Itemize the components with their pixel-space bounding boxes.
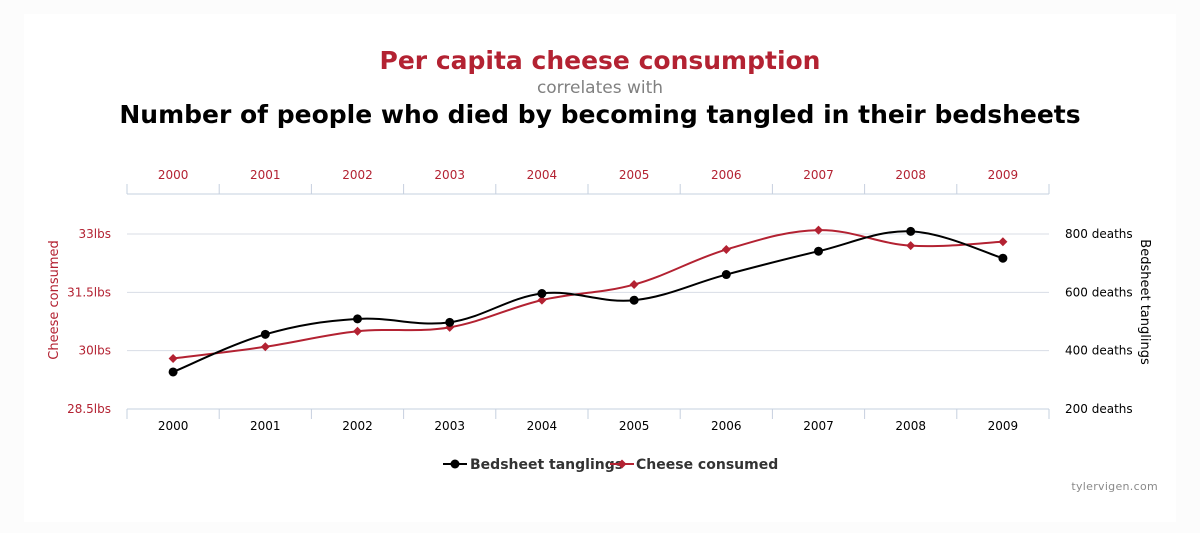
legend-bedsheet-swatch-marker xyxy=(450,459,460,469)
bottom-x-tick-label: 2003 xyxy=(434,419,465,433)
chart-panel xyxy=(24,14,1176,522)
bedsheet-point xyxy=(537,289,547,298)
cheese-point xyxy=(814,225,823,235)
bottom-x-tick-label: 2002 xyxy=(342,419,373,433)
top-x-tick-label: 2004 xyxy=(527,168,558,182)
cheese-series-line xyxy=(172,229,1003,360)
chart-title-secondary: Number of people who died by becoming ta… xyxy=(119,100,1081,129)
bedsheet-point xyxy=(445,317,455,327)
bedsheet-point xyxy=(168,367,178,377)
top-x-tick-label: 2006 xyxy=(711,168,742,182)
bottom-x-tick-label: 2006 xyxy=(711,419,742,433)
credit-link[interactable]: tylervigen.com xyxy=(1071,480,1158,493)
cheese-point xyxy=(629,280,639,290)
bedsheet-point xyxy=(260,329,270,339)
right-y-tick-label: 800 deaths xyxy=(1065,227,1133,241)
bottom-x-tick-label: 2004 xyxy=(527,419,558,433)
right-y-axis-title: Bedsheet tanglings xyxy=(1137,239,1152,365)
left-y-tick-label: 30lbs xyxy=(79,344,111,358)
top-x-tick-label: 2007 xyxy=(803,168,834,182)
bedsheet-point xyxy=(906,226,916,236)
top-x-tick-label: 2003 xyxy=(434,168,465,182)
bedsheet-point xyxy=(629,295,639,305)
bottom-x-tick-label: 2005 xyxy=(619,419,650,433)
legend-bedsheet-label: Bedsheet tanglings xyxy=(470,457,623,473)
top-x-tick-label: 2000 xyxy=(158,168,189,182)
top-x-tick-label: 2002 xyxy=(342,168,373,182)
legend-cheese-swatch-marker xyxy=(617,459,627,469)
chart-title-connector: correlates with xyxy=(536,78,664,98)
cheese-point xyxy=(721,245,731,255)
top-x-tick-label: 2009 xyxy=(988,168,1019,182)
bottom-x-tick-label: 2007 xyxy=(803,419,834,433)
chart-title-primary: Per capita cheese consumption xyxy=(379,46,821,75)
bottom-x-tick-label: 2001 xyxy=(250,419,281,433)
cheese-point xyxy=(168,353,178,363)
cheese-point xyxy=(537,295,547,305)
left-y-tick-label: 28.5lbs xyxy=(67,402,111,416)
left-y-axis-title: Cheese consumed xyxy=(47,240,62,359)
bottom-x-tick-label: 2008 xyxy=(895,419,926,433)
bedsheet-series-line xyxy=(172,230,1004,373)
cheese-point xyxy=(353,326,362,336)
left-y-tick-label: 33lbs xyxy=(79,227,111,241)
bedsheet-point xyxy=(353,314,362,324)
cheese-point xyxy=(260,342,270,352)
bottom-x-tick-label: 2009 xyxy=(988,419,1019,433)
right-y-tick-label: 400 deaths xyxy=(1065,344,1133,358)
bedsheet-point xyxy=(998,253,1008,263)
right-y-tick-label: 200 deaths xyxy=(1065,402,1133,416)
left-y-tick-label: 31.5lbs xyxy=(67,285,111,299)
legend-cheese-label: Cheese consumed xyxy=(636,457,778,473)
top-x-tick-label: 2008 xyxy=(895,168,926,182)
top-x-tick-label: 2005 xyxy=(619,168,650,182)
cheese-point xyxy=(998,237,1008,247)
bottom-x-tick-label: 2000 xyxy=(158,419,189,433)
bedsheet-point xyxy=(814,246,823,256)
top-x-tick-label: 2001 xyxy=(250,168,281,182)
right-y-tick-label: 600 deaths xyxy=(1065,285,1133,299)
cheese-point xyxy=(906,241,916,251)
bedsheet-point xyxy=(721,270,731,280)
